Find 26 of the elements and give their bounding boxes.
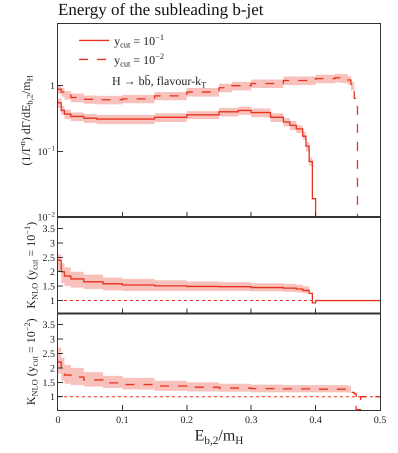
chart-title: Energy of the subleading b-jet <box>58 0 264 19</box>
x-tick-label: 0 <box>56 415 60 426</box>
y-tick-label: 1.5 <box>42 282 55 293</box>
x-tick-label: 0.3 <box>244 415 258 426</box>
x-axis-title: E$_{b,2}$/m$_{H}$ <box>194 428 244 448</box>
y-tick-label: 3.5 <box>42 320 55 331</box>
y-tick-label: 1 <box>50 296 55 308</box>
x-tick-label: 0.1 <box>116 415 129 426</box>
y-tick-label: 2.5 <box>42 252 55 264</box>
legend-label: y$_{cut}$ = 10$^{−2}$ <box>114 52 164 69</box>
y-tick-label: 2 <box>50 267 55 278</box>
x-tick-label: 0.4 <box>309 415 322 426</box>
y-tick-label: 3.5 <box>42 224 55 236</box>
y-tick-label: 1 <box>50 392 55 404</box>
y-tick-label: 10$^{−2}$ <box>38 210 56 224</box>
y-tick-label: 3 <box>50 334 55 346</box>
y-tick-label: 1 <box>50 81 55 92</box>
y-tick-label: 2.5 <box>42 348 55 360</box>
y-tick-label: 1.5 <box>42 378 55 389</box>
x-tick-label: 0.5 <box>374 415 386 426</box>
annotation: H → bb̄, flavour-k$_{T}$ <box>112 74 206 90</box>
y-tick-label: 2 <box>50 363 55 374</box>
x-tick-label: 0.2 <box>180 415 194 426</box>
y-tick-label: 10$^{−1}$ <box>38 144 56 158</box>
y-tick-label: 3 <box>50 238 55 250</box>
legend-label: y$_{cut}$ = 10$^{−1}$ <box>114 33 164 50</box>
